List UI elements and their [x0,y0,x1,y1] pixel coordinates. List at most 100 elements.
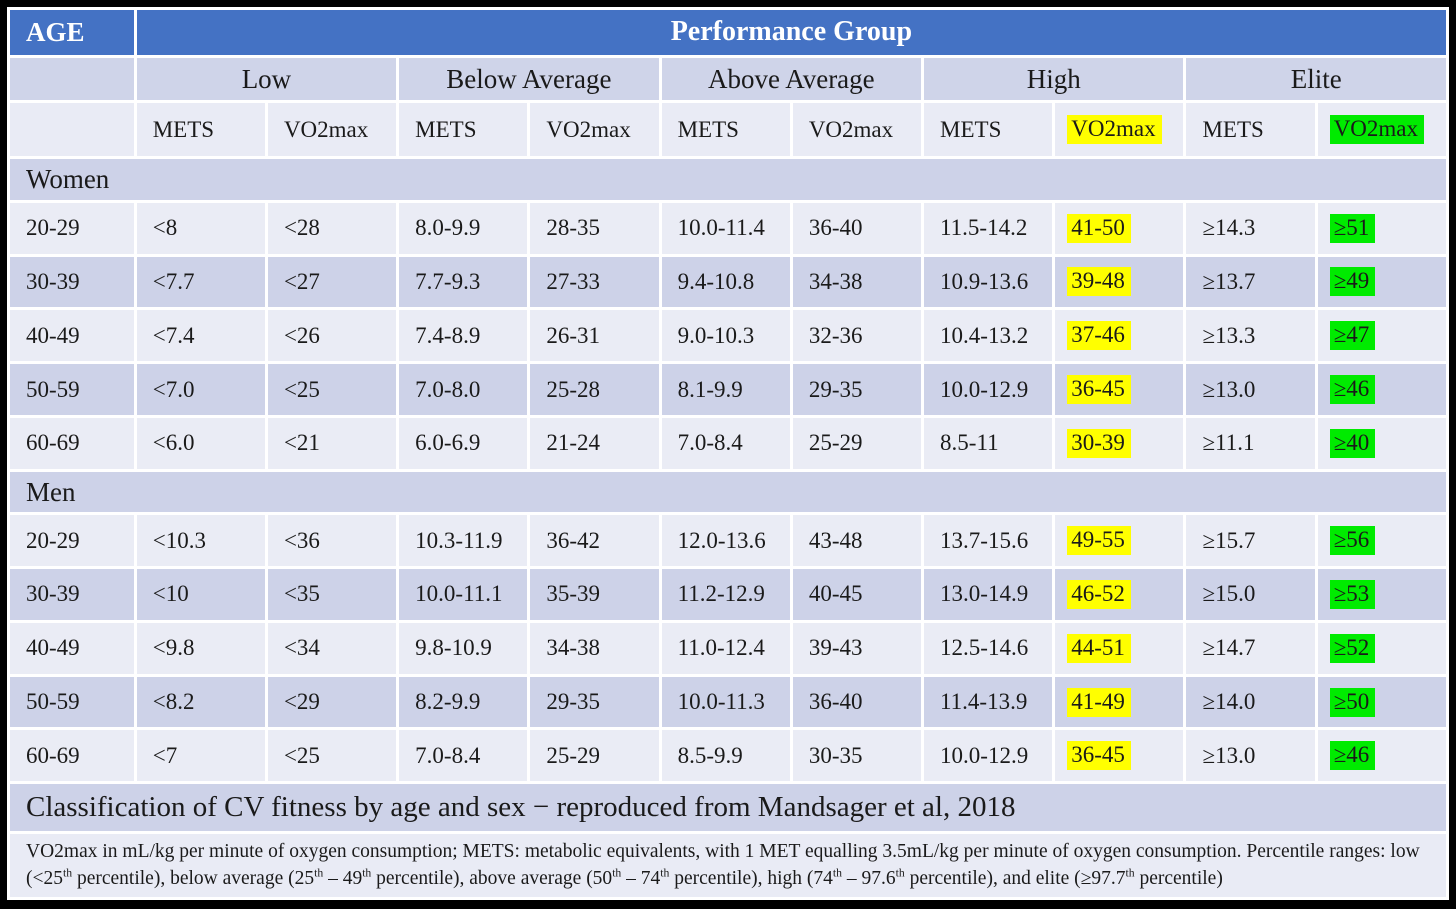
subheader-vo2max: VO2max [267,103,397,157]
highlighted-value: 39-48 [1067,267,1131,297]
subheader-vo2max: VO2max [530,103,659,157]
value-cell: 7.0-8.4 [399,730,528,782]
highlighted-value: ≥51 [1329,213,1376,243]
value-cell: ≥11.1 [1186,417,1315,469]
caption-row: Classification of CV fitness by age and … [10,784,1446,831]
footnote-superscript: th [1125,866,1135,880]
group-header-above-average: Above Average [661,57,922,101]
value-cell: ≥50 [1317,676,1446,728]
value-cell: ≥15.0 [1186,569,1315,620]
value-cell: 29-35 [792,364,922,415]
highlighted-value: 36-45 [1067,375,1131,405]
section-band-row-women: Women [10,159,1446,200]
age-column-spacer [10,103,134,157]
performance-group-header: Performance Group [136,10,1446,55]
highlighted-subheader-vo2max: VO2max [1329,115,1425,145]
footnote-text: percentile), high (74 [669,868,833,890]
value-cell: ≥14.3 [1186,202,1315,254]
footnote-superscript: th [612,866,622,880]
value-cell: 39-43 [792,622,922,674]
age-cell: 20-29 [10,202,134,254]
age-cell: 50-59 [10,676,134,728]
value-cell: ≥52 [1317,622,1446,674]
value-cell: ≥15.7 [1186,515,1315,567]
section-label-men: Men [10,471,1446,513]
subheader-mets: METS [924,103,1053,157]
highlighted-value: 36-45 [1067,741,1131,771]
value-cell: 36-42 [530,515,659,567]
value-cell: <9.8 [136,622,265,674]
footnote-superscript: th [63,866,73,880]
highlighted-value: ≥49 [1329,267,1376,297]
footnote-superscript: th [660,866,670,880]
value-cell: 7.4-8.9 [399,310,528,362]
age-cell: 60-69 [10,730,134,782]
value-cell: <7.7 [136,256,265,308]
value-cell: ≥47 [1317,310,1446,362]
value-cell: 8.5-11 [924,417,1053,469]
highlighted-value: ≥52 [1329,633,1376,663]
value-cell: ≥53 [1317,569,1446,620]
footnote-superscript: th [314,866,324,880]
value-cell: 10.9-13.6 [924,256,1053,308]
group-header-low: Low [136,57,397,101]
value-cell: ≥13.3 [1186,310,1315,362]
highlighted-value: ≥40 [1329,428,1376,458]
highlighted-value: 44-51 [1067,633,1131,663]
value-cell: 37-46 [1055,310,1184,362]
value-cell: ≥46 [1317,730,1446,782]
footnote-superscript: th [832,866,842,880]
subheader-mets: METS [661,103,790,157]
value-cell: 11.5-14.2 [924,202,1053,254]
value-cell: <7.4 [136,310,265,362]
value-cell: 26-31 [530,310,659,362]
value-cell: <25 [267,364,397,415]
value-cell: 10.4-13.2 [924,310,1053,362]
value-cell: 9.0-10.3 [661,310,790,362]
subheader-vo2max: VO2max [792,103,922,157]
table-row-women-30-39: 30-39 <7.7 <27 7.7-9.3 27-33 9.4-10.8 34-38 10.… [10,256,1446,308]
group-header-row: Low Below Average Above Average High Elite [10,57,1446,101]
value-cell: 43-48 [792,515,922,567]
value-cell: <7 [136,730,265,782]
value-cell: 36-40 [792,676,922,728]
value-cell: <10.3 [136,515,265,567]
footnote-text: percentile) [1134,868,1223,890]
footnote-text: – 74 [621,868,661,890]
highlighted-value: 41-49 [1067,687,1131,717]
value-cell: 29-35 [530,676,659,728]
value-cell: ≥46 [1317,364,1446,415]
value-cell: <10 [136,569,265,620]
value-cell: 41-50 [1055,202,1184,254]
value-cell: 25-29 [792,417,922,469]
value-cell: 41-49 [1055,676,1184,728]
value-cell: 44-51 [1055,622,1184,674]
value-cell: <28 [267,202,397,254]
section-band-row-men: Men [10,471,1446,513]
subheader-mets: METS [1186,103,1315,157]
footnote-text: percentile), below average (25 [72,868,315,890]
value-cell: 13.7-15.6 [924,515,1053,567]
group-header-high: High [924,57,1184,101]
age-column-spacer [10,57,134,101]
value-cell: <36 [267,515,397,567]
table-row-women-50-59: 50-59 <7.0 <25 7.0-8.0 25-28 8.1-9.9 29-35 10.0… [10,364,1446,415]
value-cell: <34 [267,622,397,674]
value-cell: 34-38 [530,622,659,674]
table-row-women-60-69: 60-69 <6.0 <21 6.0-6.9 21-24 7.0-8.4 25-29 8.5-… [10,417,1446,469]
footnote-text: VO2max in mL/kg per minute of oxygen con… [26,841,1420,890]
value-cell: 27-33 [530,256,659,308]
value-cell: <6.0 [136,417,265,469]
fitness-classification-table: AGE Performance Group Low Below Average Abov… [7,7,1449,900]
age-cell: 20-29 [10,515,134,567]
footnote-row: VO2max in mL/kg per minute of oxygen con… [10,833,1446,897]
highlighted-value: ≥46 [1329,741,1376,771]
subheader-mets: METS [399,103,528,157]
age-cell: 40-49 [10,310,134,362]
highlighted-subheader-vo2max: VO2max [1067,115,1162,145]
section-label-women: Women [10,159,1446,200]
table-row-men-40-49: 40-49 <9.8 <34 9.8-10.9 34-38 11.0-12.4 39-43 1… [10,622,1446,674]
subheader-vo2max: VO2max [1055,103,1184,157]
value-cell: 8.0-9.9 [399,202,528,254]
value-cell: 30-35 [792,730,922,782]
